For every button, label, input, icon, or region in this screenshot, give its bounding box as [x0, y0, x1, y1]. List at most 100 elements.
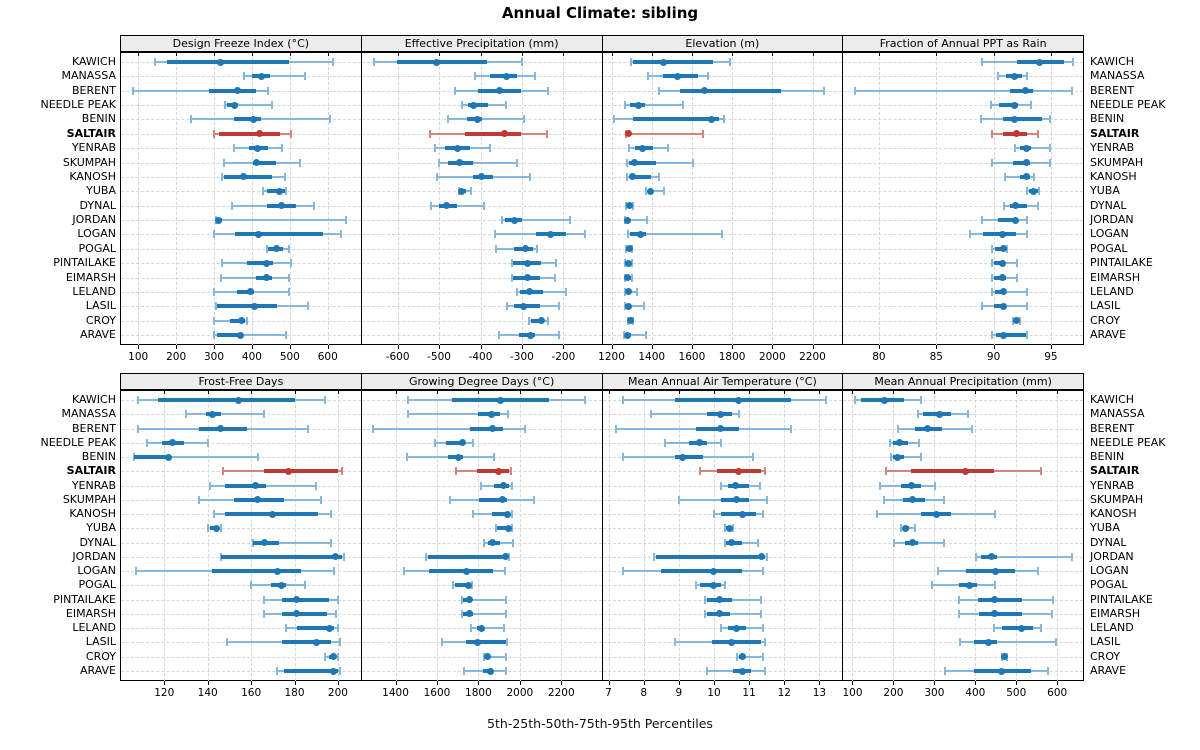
- whisker-cap: [315, 481, 318, 490]
- whisker-cap: [993, 624, 996, 633]
- whisker-cap: [1014, 144, 1017, 153]
- whisker-line: [960, 641, 1057, 644]
- whisker-cap: [583, 396, 586, 404]
- tick-mark: [749, 681, 751, 685]
- whisker-line: [976, 555, 1072, 558]
- median-dot: [936, 410, 944, 418]
- whisker-cap: [153, 58, 156, 66]
- whisker-cap: [285, 187, 288, 196]
- station-label: YUBA: [86, 184, 116, 198]
- whisker-cap: [507, 410, 510, 419]
- median-dot: [1010, 101, 1018, 109]
- median-dot: [678, 453, 686, 461]
- gridline-h: [361, 291, 602, 293]
- tick-label: 200: [166, 351, 187, 363]
- gridline-v: [563, 52, 565, 345]
- gridline-h: [843, 528, 1083, 530]
- tick-label: 600: [317, 351, 338, 363]
- whisker-cap: [981, 58, 984, 66]
- tick-mark: [164, 681, 166, 685]
- whisker-line: [133, 456, 258, 459]
- median-dot: [519, 302, 527, 310]
- tick-label: 200: [883, 687, 904, 699]
- iqr-bar: [998, 218, 1018, 223]
- whisker-cap: [981, 216, 984, 225]
- iqr-bar: [246, 261, 274, 266]
- gridline-v: [207, 390, 209, 681]
- median-dot: [500, 482, 508, 490]
- gridline-v: [327, 52, 329, 345]
- whisker-line: [439, 161, 517, 164]
- median-dot: [624, 302, 632, 310]
- gridline-h: [361, 306, 602, 308]
- gridline-v: [138, 52, 140, 345]
- gridline-h: [602, 105, 843, 107]
- panel-strip: Elevation (m): [601, 35, 844, 52]
- whisker-cap: [979, 115, 982, 124]
- tick-mark: [1050, 52, 1052, 56]
- iqr-bar: [230, 318, 246, 323]
- median-dot: [511, 216, 519, 224]
- station-label: BERENT: [1090, 421, 1135, 435]
- gridline-h: [121, 442, 361, 444]
- tick-label: 400: [241, 351, 262, 363]
- median-dot: [901, 524, 909, 532]
- iqr-bar: [428, 569, 493, 574]
- iqr-bar: [655, 554, 765, 559]
- median-dot: [234, 396, 242, 404]
- whisker-cap: [613, 115, 616, 124]
- whisker-cap: [536, 244, 539, 253]
- whisker-cap: [645, 331, 648, 339]
- station-label: POGAL: [78, 241, 116, 255]
- median-dot: [251, 302, 259, 310]
- gridline-v: [784, 390, 786, 681]
- tick-label: -400: [468, 351, 493, 363]
- tick-mark: [251, 681, 253, 685]
- whisker-cap: [564, 287, 567, 296]
- gridline-h: [121, 248, 361, 250]
- whisker-cap: [721, 230, 724, 239]
- gridline-h: [121, 599, 361, 601]
- whisker-cap: [495, 524, 498, 533]
- tick-mark: [878, 52, 880, 56]
- station-label: LELAND: [1090, 284, 1134, 298]
- iqr-bar: [491, 512, 510, 517]
- median-dot: [483, 653, 491, 661]
- whisker-cap: [997, 72, 1000, 81]
- tick-label: 1400: [382, 687, 409, 699]
- tick-mark: [812, 52, 814, 56]
- median-dot: [234, 87, 242, 95]
- station-label: LELAND: [1090, 621, 1134, 635]
- median-dot: [717, 410, 725, 418]
- whisker-cap: [760, 609, 763, 618]
- tick-label: 1800: [465, 687, 492, 699]
- whisker-cap: [469, 187, 472, 196]
- whisker-cap: [756, 538, 759, 547]
- tick-label: 1200: [598, 351, 625, 363]
- median-dot: [908, 539, 916, 547]
- whisker-cap: [701, 129, 704, 138]
- tick-mark: [327, 345, 329, 349]
- whisker-line: [646, 190, 664, 193]
- median-dot: [696, 439, 704, 447]
- gridline-h: [602, 656, 843, 658]
- iqr-bar: [479, 497, 508, 502]
- gridline-h: [843, 176, 1083, 178]
- whisker-cap: [256, 453, 259, 462]
- median-dot: [257, 72, 265, 80]
- median-dot: [212, 524, 220, 532]
- whisker-line: [854, 89, 1072, 92]
- tick-label: 100: [128, 351, 149, 363]
- whisker-cap: [649, 410, 652, 419]
- whisker-cap: [991, 273, 994, 282]
- whisker-cap: [735, 652, 738, 661]
- median-dot: [717, 425, 725, 433]
- whisker-cap: [403, 567, 406, 576]
- median-dot: [908, 496, 916, 504]
- tick-mark: [251, 345, 253, 349]
- median-dot: [466, 610, 474, 618]
- whisker-cap: [621, 396, 624, 404]
- whisker-cap: [643, 302, 646, 311]
- panel-strip: Mean Annual Air Temperature (°C): [601, 373, 844, 390]
- whisker-cap: [212, 331, 215, 339]
